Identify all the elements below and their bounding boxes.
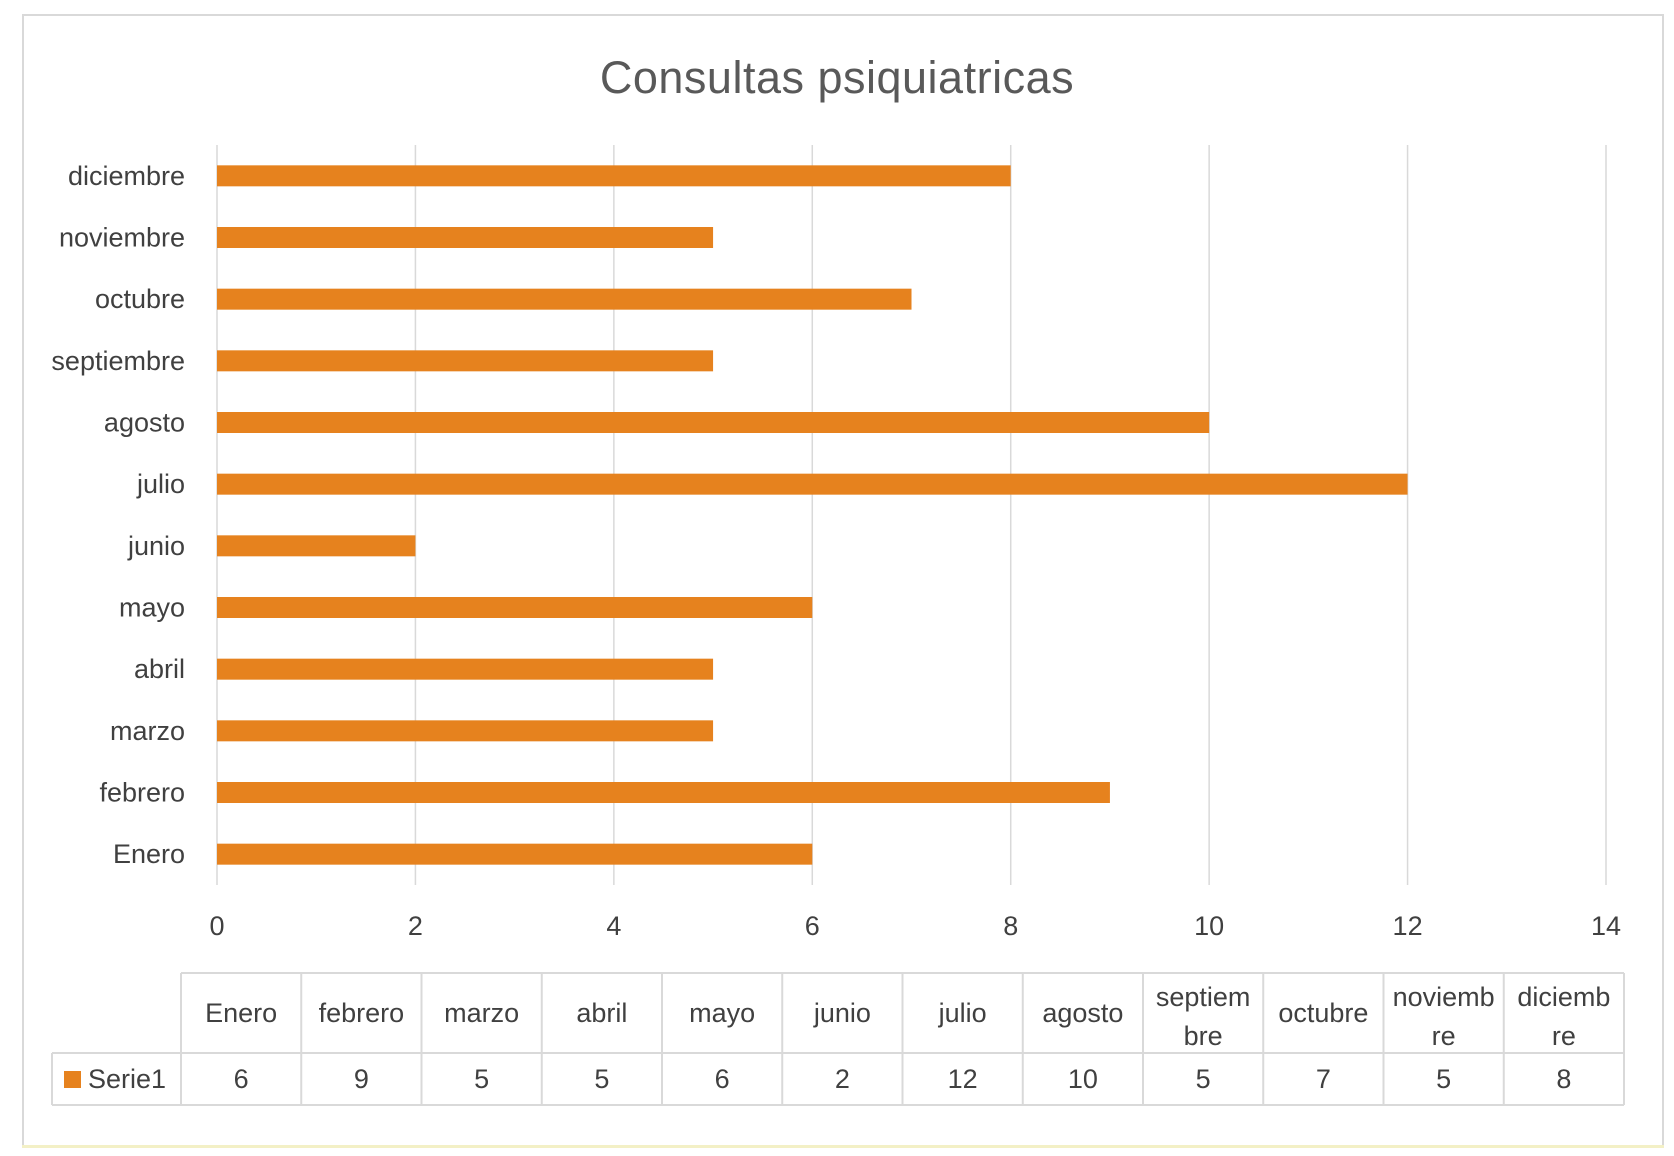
table-value-10: 5 [1436,1064,1451,1094]
category-label-septiembre: septiembre [51,346,185,376]
bar-octubre [217,288,912,310]
bar-junio [217,535,416,557]
x-tick-label-8: 8 [1003,911,1018,941]
data-table: Enero febrero marzo abril mayo junio julio agos… [51,972,1625,1106]
bar-enero [217,843,813,865]
table-value-7: 10 [1068,1064,1098,1094]
table-value-11: 8 [1556,1064,1571,1094]
category-label-noviembre: noviembre [59,223,185,253]
bar-noviembre [217,227,714,248]
x-tick-label-2: 2 [408,911,423,941]
table-value-3: 5 [594,1064,609,1094]
table-header-1: febrero [319,998,405,1028]
category-label-agosto: agosto [104,408,185,438]
x-tick-label-6: 6 [805,911,820,941]
category-labels: Enero febrero marzo abril mayo junio julio agos… [51,161,185,869]
category-label-enero: Enero [113,839,185,869]
grid-lines [216,145,1607,885]
category-label-julio: julio [136,469,185,499]
legend-label-serie1: Serie1 [88,1064,166,1094]
x-tick-label-4: 4 [606,911,621,941]
x-tick-labels: 0 2 4 6 8 10 12 14 [209,911,1621,941]
table-header-10-line1: noviemb [1393,982,1495,1012]
table-value-8: 5 [1196,1064,1211,1094]
table-header-9: octubre [1278,998,1368,1028]
category-label-junio: junio [127,531,185,561]
category-label-diciembre: diciembre [68,161,185,191]
bar-diciembre [217,165,1011,187]
x-tick-label-14: 14 [1591,911,1621,941]
table-value-0: 6 [234,1064,249,1094]
chart-frame [22,14,1664,1147]
table-header-11-line2: re [1552,1021,1576,1051]
table-header-10-line2: re [1432,1021,1456,1051]
table-header-8-line2: bre [1184,1021,1223,1051]
x-tick-label-10: 10 [1194,911,1224,941]
x-tick-label-12: 12 [1393,911,1423,941]
category-label-febrero: febrero [99,778,185,808]
table-header-7: agosto [1042,998,1123,1028]
x-tick-label-0: 0 [209,911,224,941]
legend-key-serie1 [64,1071,81,1088]
frame-bottom-accent [22,1145,1664,1148]
bar-febrero [217,782,1110,803]
table-value-1: 9 [354,1064,369,1094]
table-header-8-line1: septiem [1156,982,1251,1012]
table-value-6: 12 [948,1064,978,1094]
bar-abril [217,658,714,680]
table-header-11-line1: diciemb [1517,982,1610,1012]
table-header-3: abril [576,998,627,1028]
bar-marzo [217,720,714,742]
table-header-0: Enero [205,998,277,1028]
table-header-6: julio [938,998,987,1028]
table-value-5: 2 [835,1064,850,1094]
table-value-2: 5 [474,1064,489,1094]
table-header-5: junio [813,998,871,1028]
table-header-4: mayo [689,998,755,1028]
category-label-marzo: marzo [110,716,185,746]
bar-mayo [217,597,813,618]
category-label-octubre: octubre [95,284,185,314]
category-label-mayo: mayo [119,593,185,623]
bar-julio [217,473,1408,495]
bar-septiembre [217,350,714,372]
category-label-abril: abril [134,654,185,684]
bar-agosto [217,412,1210,433]
chart-title: Consultas psiquiatricas [599,52,1075,103]
table-value-9: 7 [1316,1064,1331,1094]
bars [217,165,1408,865]
table-header-2: marzo [444,998,519,1028]
table-value-4: 6 [715,1064,730,1094]
